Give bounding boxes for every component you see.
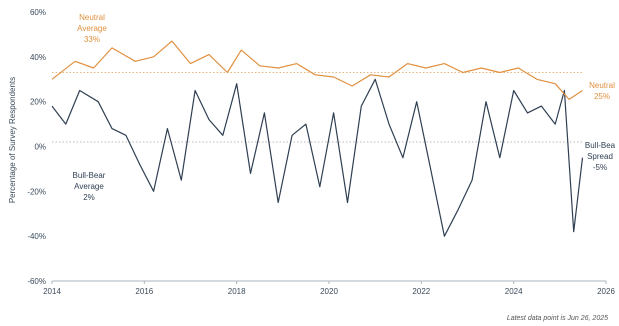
y-axis-title: Percentage of Survey Respondents (8, 77, 17, 203)
y-tick-label: 60% (30, 8, 46, 17)
svg-text:2%: 2% (83, 193, 95, 202)
x-axis-ticks: 2014 2016 2018 2020 2022 2024 2026 (43, 280, 615, 296)
spread-series-line (51, 78, 584, 237)
neutral-average-annotation: Neutral Average 33% (77, 13, 107, 44)
svg-text:Average: Average (77, 24, 107, 33)
svg-text:Neutral: Neutral (589, 81, 615, 90)
y-tick-label: 20% (30, 98, 46, 107)
neutral-series-line (51, 40, 583, 100)
bull-bear-latest-annotation: Bull-Bea Spread -5% (585, 141, 616, 172)
svg-text:Bull-Bear: Bull-Bear (73, 171, 106, 180)
svg-text:25%: 25% (594, 92, 610, 101)
bull-bear-average-annotation: Bull-Bear Average 2% (73, 171, 106, 202)
footnote: Latest data point is Jun 26, 2025 (507, 315, 608, 322)
svg-text:Neutral: Neutral (79, 13, 105, 22)
x-tick-label: 2016 (135, 287, 153, 296)
neutral-latest-annotation: Neutral 25% (589, 81, 615, 101)
y-tick-label: 0% (34, 143, 46, 152)
x-tick-label: 2014 (43, 287, 61, 296)
reference-lines (52, 72, 583, 143)
x-tick-label: 2022 (412, 287, 430, 296)
x-tick-label: 2026 (597, 287, 615, 296)
svg-text:Bull-Bea: Bull-Bea (585, 141, 616, 150)
y-tick-label: 40% (30, 53, 46, 62)
series-lines (51, 40, 584, 237)
svg-text:33%: 33% (84, 35, 100, 44)
svg-text:Average: Average (74, 182, 104, 191)
y-tick-label: -60% (27, 277, 46, 286)
x-tick-label: 2020 (320, 287, 338, 296)
y-tick-label: -20% (27, 187, 46, 196)
y-tick-label: -40% (27, 232, 46, 241)
x-tick-label: 2018 (228, 287, 246, 296)
x-tick-label: 2024 (505, 287, 523, 296)
svg-text:-5%: -5% (593, 163, 607, 172)
svg-text:Spread: Spread (587, 152, 613, 161)
y-axis-ticks: 60% 40% 20% 0% -20% -40% -60% (27, 8, 46, 286)
